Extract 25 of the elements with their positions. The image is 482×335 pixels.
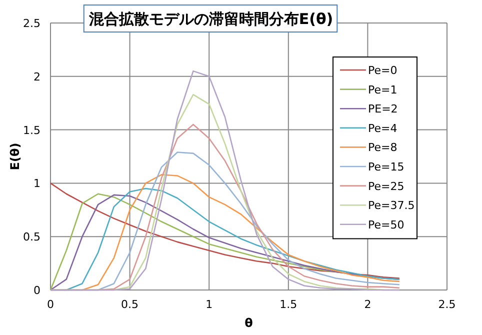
legend-label: Pe=15 <box>368 160 404 174</box>
x-tick-label: 2.5 <box>438 298 456 311</box>
x-tick-label: 1 <box>206 298 213 311</box>
y-tick-label: 0.5 <box>23 230 40 244</box>
x-axis-title: θ <box>244 316 253 330</box>
y-tick-label: 2 <box>34 70 40 84</box>
y-tick-label: 1 <box>34 177 40 190</box>
y-tick-label: 0 <box>34 284 40 297</box>
legend-label: Pe=1 <box>368 83 398 96</box>
legend-label: Pe=4 <box>368 122 398 135</box>
legend-label: Pe=8 <box>368 141 398 154</box>
x-tick-label: 2 <box>364 298 372 311</box>
y-tick-label: 2.5 <box>23 17 40 30</box>
x-tick-label: 0 <box>47 298 54 311</box>
y-tick-label: 1.5 <box>23 124 40 137</box>
legend-label: Pe=0 <box>368 64 398 77</box>
legend-label: Pe=50 <box>368 218 404 232</box>
legend-label: PE=2 <box>368 102 398 116</box>
chart-title: 混合拡散モデルの滞留時間分布E(θ) <box>88 10 334 28</box>
x-tick-label: 0.5 <box>121 298 139 311</box>
title: 混合拡散モデルの滞留時間分布E(θ) <box>83 4 338 32</box>
x-tick-label: 1.5 <box>280 298 298 311</box>
y-axis-title: E(θ) <box>8 142 22 170</box>
legend-label: Pe=25 <box>368 180 404 193</box>
legend-label: Pe=37.5 <box>368 199 415 212</box>
